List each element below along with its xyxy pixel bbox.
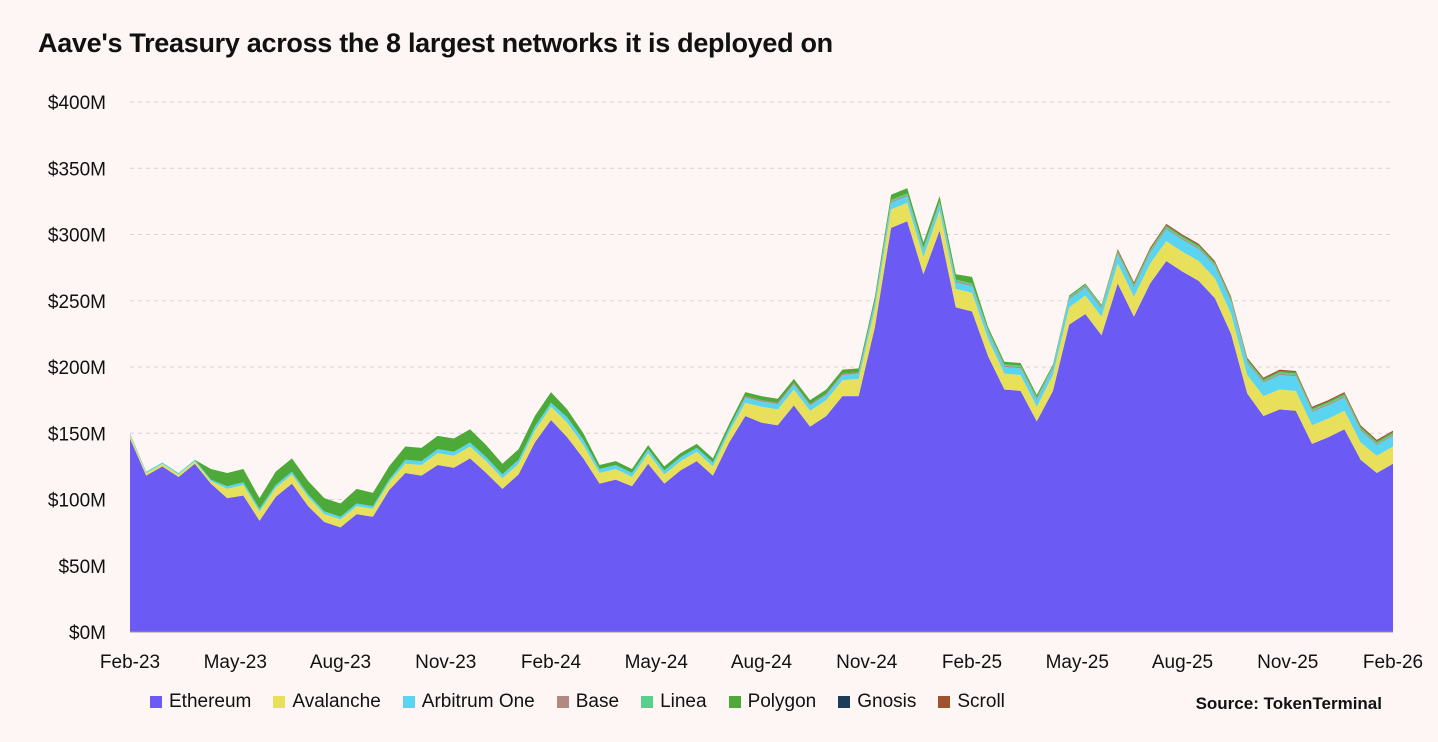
x-tick-label: Feb-23 bbox=[100, 652, 160, 673]
legend-item: Gnosis bbox=[838, 691, 916, 713]
x-tick-label: Aug-25 bbox=[1152, 652, 1213, 673]
legend-item: Ethereum bbox=[150, 691, 251, 713]
x-tick-label: May-24 bbox=[625, 652, 689, 673]
legend-swatch bbox=[938, 696, 951, 708]
legend-swatch bbox=[728, 696, 741, 708]
legend-label: Linea bbox=[660, 691, 707, 712]
x-tick-label: Aug-24 bbox=[731, 652, 793, 673]
x-tick-label: May-23 bbox=[204, 652, 267, 673]
y-tick-label: $50M bbox=[58, 557, 106, 578]
y-tick-label: $400M bbox=[48, 93, 106, 114]
source-note: Source: TokenTerminal bbox=[1195, 694, 1382, 713]
legend-label: Ethereum bbox=[169, 691, 252, 712]
legend-item: Polygon bbox=[728, 691, 817, 713]
area-ethereum bbox=[130, 221, 1393, 632]
legend-swatch bbox=[641, 696, 654, 708]
legend-label: Avalanche bbox=[292, 691, 381, 712]
x-tick-label: Aug-23 bbox=[310, 652, 371, 673]
x-axis: Feb-23 May-23 Aug-23 Nov-23 Feb-24 May-24 Aug-… bbox=[100, 652, 1423, 673]
y-tick-label: $100M bbox=[48, 491, 106, 512]
x-tick-label: Nov-24 bbox=[836, 652, 898, 673]
x-tick-label: Feb-24 bbox=[521, 652, 582, 673]
x-tick-label: Nov-23 bbox=[415, 652, 476, 673]
x-tick-label: Nov-25 bbox=[1257, 652, 1318, 673]
y-tick-label: $350M bbox=[48, 159, 106, 180]
legend-swatch bbox=[150, 696, 162, 708]
y-tick-label: $200M bbox=[48, 358, 106, 379]
legend-label: Arbitrum One bbox=[421, 691, 535, 712]
legend-item: Linea bbox=[641, 691, 707, 713]
legend-label: Gnosis bbox=[857, 691, 917, 712]
legend-item: Avalanche bbox=[273, 691, 381, 713]
chart-title: Aave's Treasury across the 8 largest net… bbox=[38, 28, 833, 58]
legend-item: Base bbox=[556, 691, 620, 713]
legend-swatch bbox=[838, 696, 851, 708]
x-tick-label: Feb-26 bbox=[1363, 652, 1423, 673]
legend-label: Base bbox=[575, 691, 620, 712]
legend-swatch bbox=[556, 696, 569, 708]
legend-item: Arbitrum One bbox=[402, 691, 535, 713]
legend-item: Scroll bbox=[938, 691, 1005, 713]
y-tick-label: $0M bbox=[69, 623, 106, 644]
legend-label: Scroll bbox=[957, 691, 1005, 712]
y-tick-label: $300M bbox=[48, 226, 106, 247]
y-tick-label: $150M bbox=[48, 424, 106, 445]
legend-label: Polygon bbox=[747, 691, 817, 712]
y-tick-label: $250M bbox=[48, 292, 106, 313]
legend-swatch bbox=[402, 696, 415, 708]
stacked-areas bbox=[130, 188, 1393, 632]
legend-swatch bbox=[273, 696, 286, 708]
legend: Ethereum Avalanche Arbitrum One Base Linea Po… bbox=[150, 691, 1027, 713]
x-tick-label: May-25 bbox=[1046, 652, 1109, 673]
y-axis: $0M $50M $100M $150M $200M $250M $300M $350M $40… bbox=[48, 93, 106, 644]
x-tick-label: Feb-25 bbox=[942, 652, 1002, 673]
